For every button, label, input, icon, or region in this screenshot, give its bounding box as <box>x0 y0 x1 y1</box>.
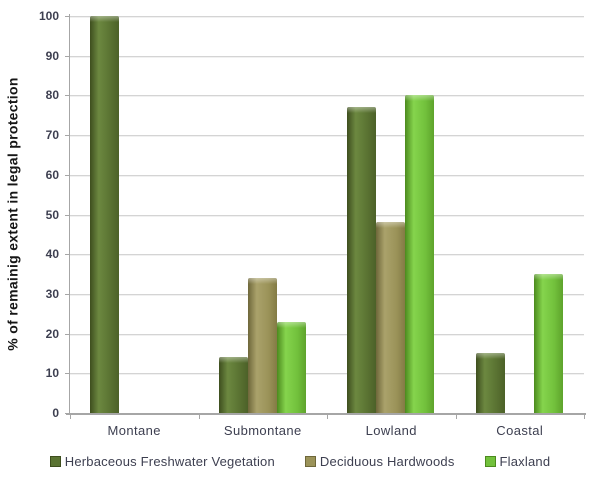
x-category-label: Coastal <box>496 423 544 438</box>
x-category-label: Montane <box>107 423 161 438</box>
gridline <box>70 333 584 335</box>
gridline <box>70 214 584 216</box>
bar-lowland-series-1 <box>376 222 405 413</box>
legend-label: Herbaceous Freshwater Vegetation <box>64 453 275 469</box>
x-axis-line <box>66 413 586 415</box>
y-axis-tick <box>65 16 69 17</box>
y-axis-tick <box>65 95 69 97</box>
y-axis-tick <box>65 373 69 375</box>
gridline <box>70 254 584 256</box>
legend-label: Flaxland <box>499 453 551 469</box>
y-axis-line <box>69 14 70 413</box>
bar-lowland-series-2 <box>405 95 434 413</box>
legend-marker-icon <box>304 455 316 467</box>
y-axis-tick <box>65 135 69 137</box>
bar-lowland-series-0 <box>347 107 376 413</box>
x-category-label: Submontane <box>223 423 302 438</box>
x-axis-tick <box>455 415 457 419</box>
x-axis-tick <box>584 415 585 419</box>
gridline <box>70 174 584 176</box>
y-tick-label: 80 <box>45 88 59 103</box>
y-tick-label: 50 <box>45 207 59 222</box>
bar-submontane-series-0 <box>218 357 248 413</box>
y-axis-tick <box>65 55 69 57</box>
legend-label: Deciduous Hardwoods <box>319 453 455 469</box>
bar-submontane-series-1 <box>247 278 277 413</box>
y-tick-label: 0 <box>52 406 59 420</box>
y-axis-tick <box>65 333 69 335</box>
y-tick-label: 60 <box>45 167 59 182</box>
legend: Herbaceous Freshwater Vegetation Deciduou… <box>0 450 600 472</box>
x-category-label: Lowland <box>365 423 417 438</box>
legend-item: Herbaceous Freshwater Vegetation <box>49 453 275 469</box>
gridline <box>70 16 584 17</box>
bar-coastal-series-0 <box>475 353 505 413</box>
x-axis-tick <box>70 415 71 419</box>
bar-submontane-series-2 <box>276 321 306 413</box>
y-tick-label: 100 <box>38 9 59 23</box>
bar-montane-series-0 <box>90 16 119 413</box>
y-axis-tick <box>65 413 69 414</box>
legend-marker-icon <box>484 455 496 467</box>
bar-coastal-series-2 <box>533 274 563 413</box>
gridline <box>70 55 584 57</box>
y-axis-tick <box>65 293 69 295</box>
y-tick-label: 10 <box>45 366 59 381</box>
plot-area <box>70 16 584 413</box>
gridline <box>70 373 584 375</box>
x-axis-tick <box>327 415 328 419</box>
legend-marker-icon <box>49 455 61 467</box>
y-axis-tick <box>65 174 69 176</box>
gridline <box>70 293 584 295</box>
y-axis-tick <box>65 214 69 216</box>
y-axis-tick <box>65 254 69 256</box>
y-tick-label: 30 <box>45 286 59 301</box>
legend-item: Flaxland <box>484 453 551 469</box>
x-axis-tick <box>198 415 200 419</box>
y-tick-label: 20 <box>45 326 59 341</box>
gridline <box>70 95 584 97</box>
y-tick-label: 40 <box>45 247 59 262</box>
legend-item: Deciduous Hardwoods <box>304 453 455 469</box>
gridline <box>70 135 584 137</box>
y-tick-label: 90 <box>45 48 59 63</box>
y-tick-label: 70 <box>45 128 59 143</box>
